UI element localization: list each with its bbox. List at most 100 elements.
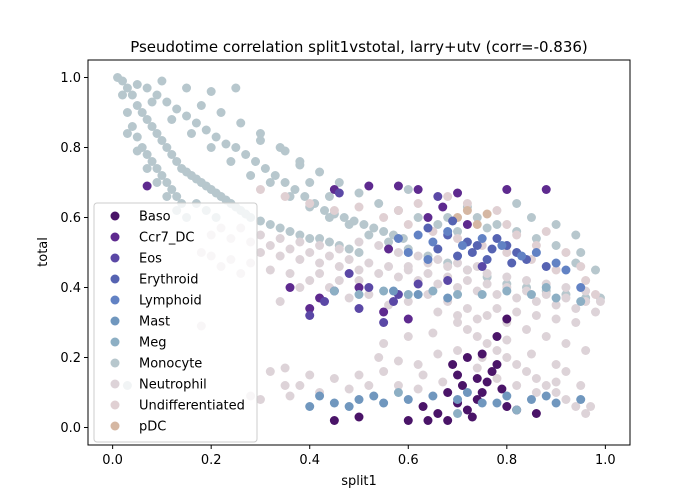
scatter-point	[300, 192, 310, 201]
scatter-point	[182, 83, 192, 93]
scatter-point	[374, 241, 384, 250]
scatter-point	[403, 297, 413, 306]
legend-marker	[110, 400, 120, 410]
scatter-point	[191, 118, 201, 128]
scatter-point	[379, 367, 389, 376]
scatter-point	[275, 223, 285, 233]
legend-label: Baso	[139, 210, 171, 225]
scatter-point	[467, 412, 477, 422]
scatter-point	[502, 335, 512, 345]
scatter-point	[280, 381, 290, 390]
scatter-point	[423, 416, 433, 425]
scatter-point	[526, 290, 536, 299]
scatter-point	[295, 255, 305, 264]
scatter-point	[453, 258, 463, 268]
scatter-point	[344, 402, 354, 411]
legend-label: pDC	[139, 420, 166, 435]
scatter-point	[379, 286, 389, 296]
scatter-point	[162, 97, 172, 107]
scatter-point	[453, 227, 463, 236]
chart-title: Pseudotime correlation split1vstotal, la…	[130, 38, 588, 56]
scatter-point	[157, 76, 167, 86]
scatter-point	[591, 290, 601, 299]
scatter-point	[541, 332, 551, 341]
scatter-point	[388, 297, 398, 306]
scatter-point	[167, 115, 177, 124]
scatter-point	[448, 216, 458, 226]
scatter-point	[315, 241, 325, 250]
scatter-point	[512, 199, 522, 208]
scatter-point	[354, 304, 364, 313]
scatter-point	[502, 248, 512, 257]
scatter-point	[453, 318, 463, 327]
scatter-point	[453, 188, 463, 198]
scatter-point	[512, 381, 522, 390]
scatter-point	[551, 241, 561, 250]
scatter-point	[324, 192, 334, 201]
scatter-point	[255, 395, 265, 404]
scatter-point	[329, 206, 339, 215]
scatter-point	[379, 318, 389, 327]
x-tick-label: 0.0	[102, 453, 123, 468]
scatter-point	[137, 108, 147, 117]
scatter-point	[403, 185, 413, 194]
scatter-point	[403, 416, 413, 425]
scatter-point	[147, 97, 157, 107]
scatter-point	[122, 83, 132, 93]
scatter-point	[507, 258, 517, 268]
scatter-point	[354, 188, 364, 198]
scatter-point	[531, 311, 541, 320]
scatter-point	[285, 244, 295, 254]
x-tick-label: 0.2	[201, 453, 222, 468]
scatter-point	[157, 136, 167, 145]
scatter-point	[561, 367, 571, 376]
scatter-point	[393, 248, 403, 257]
scatter-point	[162, 192, 172, 201]
scatter-point	[393, 206, 403, 215]
scatter-point	[305, 304, 315, 313]
scatter-point	[265, 367, 275, 376]
scatter-point	[403, 332, 413, 341]
scatter-point	[246, 171, 256, 180]
scatter-point	[403, 290, 413, 299]
scatter-point	[522, 276, 532, 285]
scatter-point	[492, 234, 502, 243]
scatter-point	[305, 178, 315, 187]
scatter-point	[423, 223, 433, 233]
scatter-point	[324, 251, 334, 261]
scatter-point	[295, 283, 305, 292]
scatter-point	[423, 255, 433, 264]
scatter-point	[482, 223, 492, 233]
scatter-point	[285, 391, 295, 401]
scatter-point	[344, 293, 354, 303]
scatter-point	[384, 237, 394, 247]
legend: Baso Ccr7_DC Eos Erythroid Lymphoid Mast Meg Mo…	[93, 202, 258, 443]
scatter-point	[502, 402, 512, 411]
scatter-point	[531, 374, 541, 383]
scatter-point	[591, 307, 601, 317]
scatter-point	[561, 395, 571, 404]
scatter-point	[305, 370, 315, 380]
scatter-point	[512, 307, 522, 317]
scatter-point	[472, 332, 482, 341]
legend-marker	[110, 232, 120, 242]
scatter-point	[354, 248, 364, 257]
scatter-point	[512, 360, 522, 369]
scatter-point	[448, 360, 458, 369]
scatter-point	[462, 304, 472, 313]
scatter-point	[517, 251, 527, 261]
scatter-point	[384, 262, 394, 271]
scatter-point	[433, 279, 443, 289]
scatter-point	[413, 251, 423, 261]
scatter-point	[472, 241, 482, 250]
scatter-point	[531, 241, 541, 250]
scatter-point	[354, 412, 364, 422]
scatter-point	[497, 241, 507, 250]
scatter-point	[379, 227, 389, 236]
y-axis-label: total	[36, 237, 51, 267]
scatter-point	[462, 353, 472, 362]
scatter-point	[334, 262, 344, 271]
scatter-point	[541, 227, 551, 236]
scatter-point	[265, 178, 275, 187]
